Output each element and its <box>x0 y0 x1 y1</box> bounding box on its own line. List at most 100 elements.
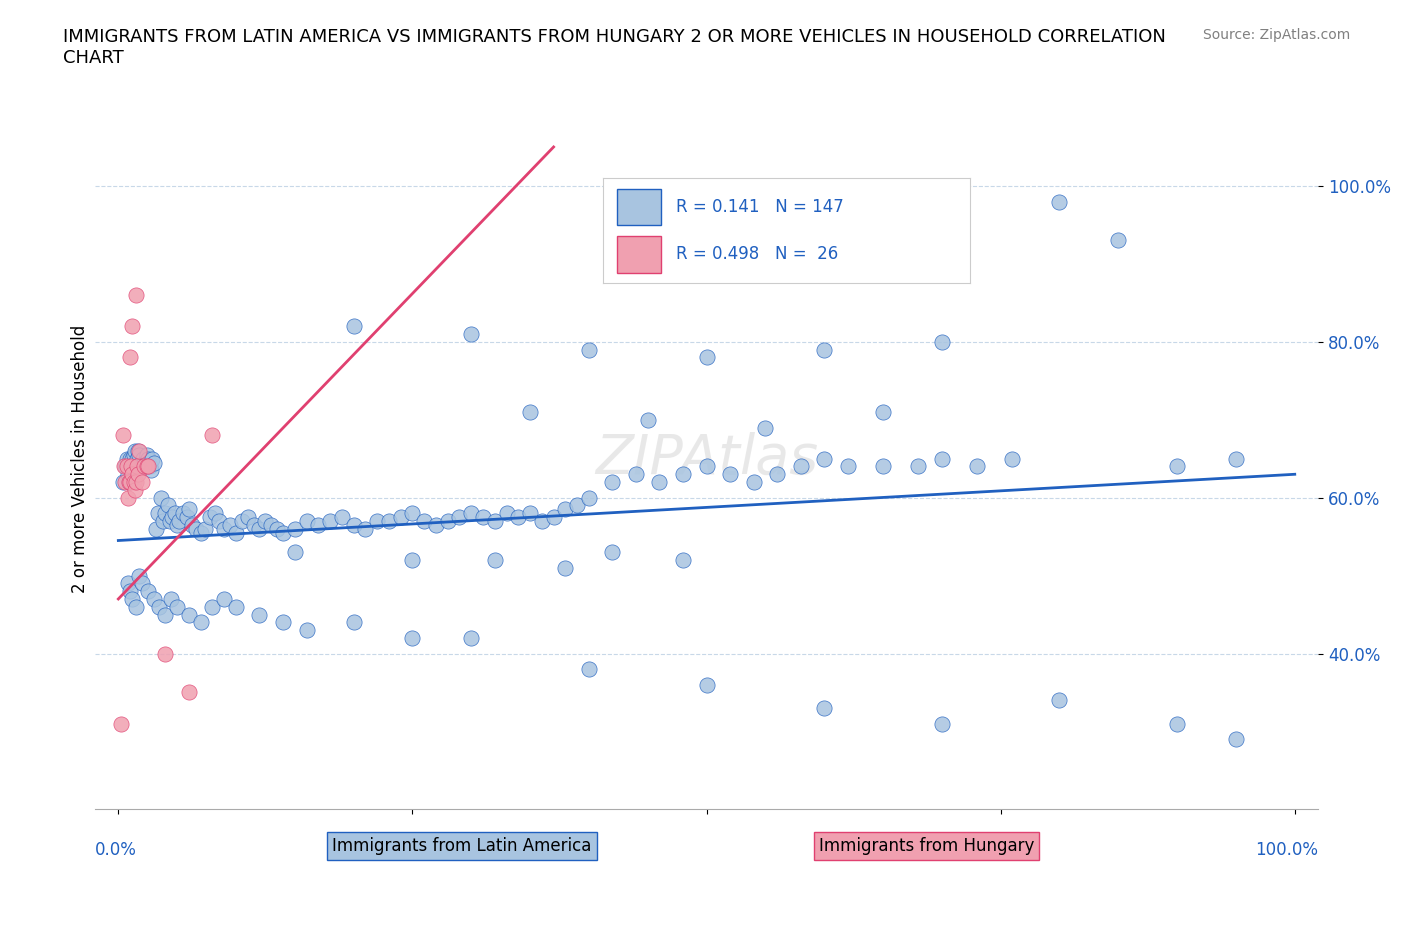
Point <box>134 459 156 474</box>
Point <box>254 513 277 528</box>
Text: Immigrants from Latin America: Immigrants from Latin America <box>332 837 592 856</box>
Point <box>1225 732 1247 747</box>
Point <box>149 490 172 505</box>
Point <box>472 510 495 525</box>
Point <box>212 522 235 537</box>
Point <box>117 467 139 482</box>
Point <box>401 631 423 645</box>
Point <box>142 591 165 606</box>
Point <box>204 506 226 521</box>
Point <box>121 319 143 334</box>
Point <box>219 517 242 532</box>
Point <box>139 459 162 474</box>
Point <box>135 447 157 462</box>
Point <box>112 459 135 474</box>
Point <box>872 459 894 474</box>
Point <box>495 506 517 521</box>
Point <box>125 287 148 302</box>
Point <box>198 510 221 525</box>
Point <box>554 502 576 517</box>
Point <box>624 467 647 482</box>
Point <box>120 459 142 474</box>
Point <box>148 506 170 521</box>
Point <box>212 591 235 606</box>
Point <box>460 326 482 341</box>
Point <box>1107 233 1129 248</box>
Point <box>565 498 588 512</box>
Point <box>366 513 388 528</box>
Point <box>1049 194 1071 209</box>
Point <box>155 506 177 521</box>
Point <box>177 502 200 517</box>
Point <box>160 591 183 606</box>
Point <box>718 467 741 482</box>
Point <box>177 607 200 622</box>
Point <box>125 474 148 489</box>
Point <box>127 444 149 458</box>
Point <box>672 467 695 482</box>
Point <box>271 615 294 630</box>
Point <box>155 646 177 661</box>
Point <box>295 623 318 638</box>
Point <box>284 545 307 560</box>
Point <box>578 661 600 676</box>
Point <box>378 513 401 528</box>
Point <box>813 342 835 357</box>
Point <box>122 474 145 489</box>
Point <box>201 428 224 443</box>
Point <box>142 455 165 470</box>
Point <box>578 342 600 357</box>
Point <box>128 568 150 583</box>
Point <box>236 510 259 525</box>
Point <box>115 459 138 474</box>
Point <box>242 517 264 532</box>
Point <box>122 447 145 462</box>
Point <box>401 506 423 521</box>
Point <box>271 525 294 540</box>
Point <box>112 428 135 443</box>
Point <box>484 552 506 567</box>
Point <box>330 510 353 525</box>
Point <box>789 459 811 474</box>
Point <box>131 474 153 489</box>
Point <box>696 350 718 365</box>
Point <box>190 525 212 540</box>
Point <box>177 685 200 700</box>
Point <box>413 513 436 528</box>
Point <box>637 412 659 427</box>
Point <box>907 459 929 474</box>
Point <box>249 522 271 537</box>
Point <box>966 459 988 474</box>
Point <box>530 513 553 528</box>
Point <box>508 510 530 525</box>
Point <box>931 716 953 731</box>
Point <box>208 513 231 528</box>
Point <box>460 631 482 645</box>
Point <box>134 455 156 470</box>
Point <box>225 599 247 614</box>
Point <box>1049 693 1071 708</box>
Point <box>194 522 217 537</box>
Point <box>127 467 149 482</box>
Point <box>554 561 576 576</box>
Point <box>1225 451 1247 466</box>
Point <box>319 513 342 528</box>
Point <box>872 405 894 419</box>
Point <box>295 513 318 528</box>
Text: ZIPAtlas: ZIPAtlas <box>595 432 818 485</box>
Point <box>648 474 671 489</box>
Point <box>120 451 142 466</box>
Point <box>117 576 139 591</box>
Point <box>141 463 163 478</box>
Point <box>136 451 159 466</box>
Point <box>127 459 149 474</box>
Point <box>460 506 482 521</box>
Point <box>284 522 307 537</box>
Point <box>112 474 135 489</box>
Point <box>449 510 471 525</box>
Point <box>120 474 142 489</box>
Point <box>1166 459 1188 474</box>
Point <box>401 552 423 567</box>
Point <box>120 350 142 365</box>
Point <box>124 444 146 458</box>
